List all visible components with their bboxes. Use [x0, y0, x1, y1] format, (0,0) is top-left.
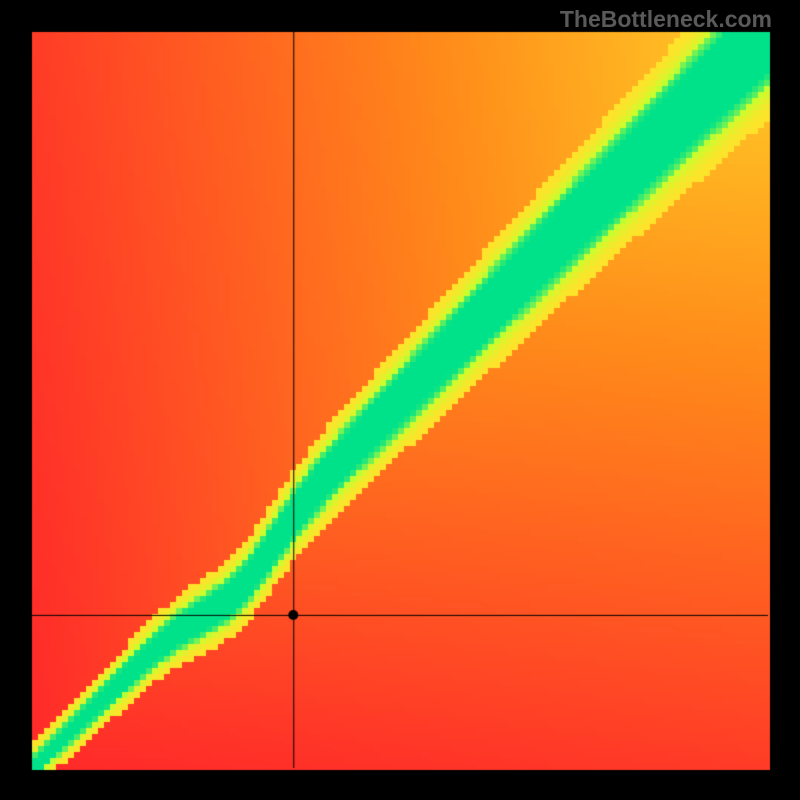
chart-container: TheBottleneck.com [0, 0, 800, 800]
watermark-text: TheBottleneck.com [560, 6, 772, 33]
bottleneck-heatmap [0, 0, 800, 800]
